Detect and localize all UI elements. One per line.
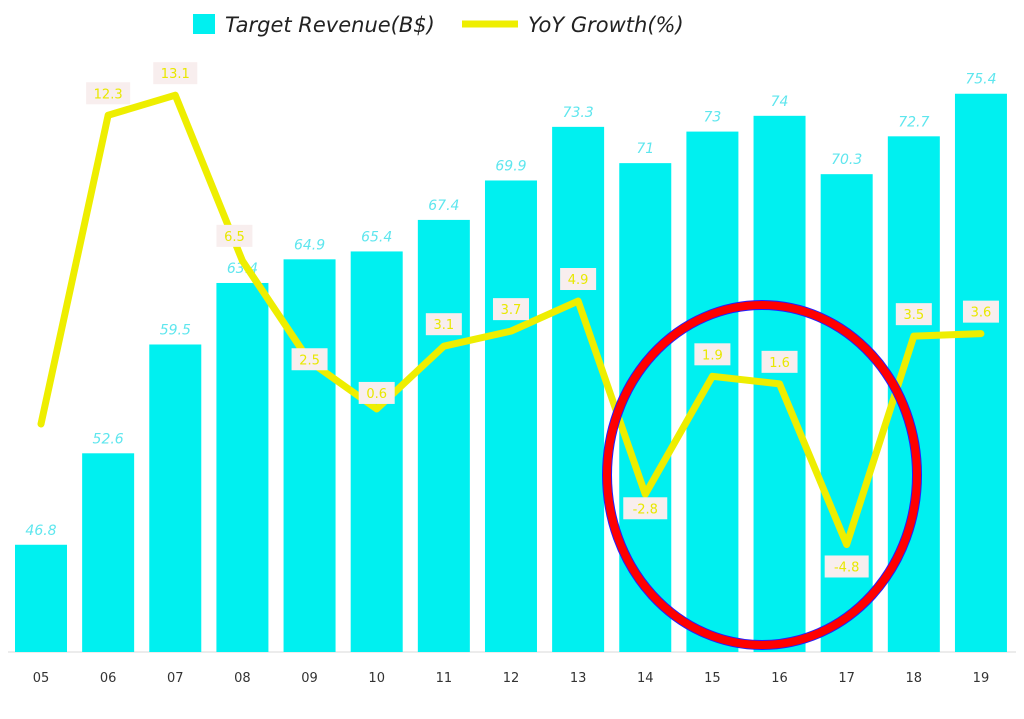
x-tick-13: 13: [570, 671, 587, 686]
growth-label-text: 0.6: [366, 387, 387, 402]
growth-label-box: [694, 343, 731, 366]
legend-label-revenue: Target Revenue(B$): [225, 13, 435, 37]
growth-label-box: [358, 381, 395, 404]
x-tick-11: 11: [436, 671, 453, 686]
x-tick-12: 12: [503, 671, 520, 686]
x-tick-09: 09: [301, 671, 318, 686]
bar-label-16: 74: [771, 94, 789, 110]
bar-06: [82, 453, 135, 652]
legend: Target Revenue(B$) YoY Growth(%): [193, 13, 684, 37]
bar-12: [484, 180, 537, 653]
x-tick-16: 16: [771, 671, 788, 686]
growth-label-text: 6.5: [224, 230, 245, 245]
growth-label-text: 12.3: [94, 87, 123, 102]
growth-label-box: [492, 298, 529, 321]
bar-label-09: 64.9: [294, 237, 325, 253]
bar-label-19: 75.4: [965, 72, 996, 88]
growth-label-text: 3.7: [501, 303, 522, 318]
growth-label-18: 3.5: [895, 303, 932, 326]
bar-13: [552, 126, 605, 652]
growth-label-text: 1.9: [702, 348, 723, 363]
growth-label-text: -2.8: [633, 502, 658, 517]
x-tick-18: 18: [906, 671, 923, 686]
bar-label-14: 71: [636, 141, 654, 157]
bar-label-11: 67.4: [428, 198, 459, 214]
growth-label-box: [824, 555, 869, 578]
growth-label-16: 1.6: [761, 350, 798, 373]
bar-15: [686, 131, 739, 653]
growth-label-text: 13.1: [161, 67, 190, 82]
x-tick-05: 05: [33, 671, 50, 686]
growth-label-text: 4.9: [568, 273, 589, 288]
growth-label-box: [425, 313, 462, 336]
growth-label-text: -4.8: [834, 560, 859, 575]
growth-label-14: -2.8: [623, 497, 668, 520]
growth-label-box: [216, 224, 253, 247]
growth-label-box: [895, 303, 932, 326]
growth-label-box: [560, 268, 597, 291]
bar-label-15: 73: [703, 110, 721, 126]
x-tick-10: 10: [368, 671, 385, 686]
growth-label-box: [86, 82, 131, 105]
x-tick-14: 14: [637, 671, 654, 686]
bar-19: [954, 93, 1007, 652]
growth-label-06: 12.3: [86, 82, 131, 105]
x-tick-19: 19: [973, 671, 990, 686]
growth-label-text: 3.6: [971, 306, 992, 321]
x-tick-17: 17: [838, 671, 855, 686]
growth-label-15: 1.9: [694, 343, 731, 366]
growth-line: [37, 91, 985, 548]
growth-label-box: [761, 350, 798, 373]
x-tick-07: 07: [167, 671, 184, 686]
bar-09: [283, 259, 336, 652]
bar-label-13: 73.3: [563, 105, 594, 121]
highlight-circle: [602, 300, 922, 650]
growth-label-box: [962, 300, 999, 323]
growth-label-text: 3.5: [903, 308, 924, 323]
growth-label-12: 3.7: [492, 298, 529, 321]
x-tick-06: 06: [100, 671, 117, 686]
legend-swatch-revenue: [193, 14, 215, 34]
x-tick-08: 08: [234, 671, 251, 686]
growth-label-text: 1.6: [769, 356, 790, 371]
bar-11: [417, 219, 470, 653]
growth-label-17: -4.8: [824, 555, 869, 578]
legend-label-growth: YoY Growth(%): [528, 13, 684, 37]
bar-05: [15, 544, 67, 652]
growth-label-19: 3.6: [962, 300, 999, 323]
growth-label-07: 13.1: [153, 62, 198, 85]
bar-label-17: 70.3: [831, 152, 862, 168]
bar-07: [149, 344, 202, 652]
bar-label-10: 65.4: [361, 229, 392, 245]
growth-label-text: 2.5: [299, 353, 320, 368]
growth-label-text: 3.1: [433, 318, 454, 333]
bar-17: [820, 174, 873, 652]
growth-label-box: [291, 348, 328, 371]
bar-label-18: 72.7: [898, 114, 929, 130]
growth-label-11: 3.1: [425, 313, 462, 336]
bar-label-05: 46.8: [25, 523, 56, 539]
growth-label-10: 0.6: [358, 381, 395, 404]
growth-label-08: 6.5: [216, 224, 253, 247]
bar-label-12: 69.9: [495, 158, 526, 174]
growth-label-box: [623, 497, 668, 520]
bar-label-07: 59.5: [160, 322, 191, 338]
x-tick-15: 15: [704, 671, 721, 686]
growth-label-13: 4.9: [560, 268, 597, 291]
bar-10: [350, 251, 403, 652]
growth-label-box: [153, 62, 198, 85]
growth-label-09: 2.5: [291, 348, 328, 371]
bar-08: [216, 282, 269, 652]
bar-label-06: 52.6: [93, 431, 124, 447]
